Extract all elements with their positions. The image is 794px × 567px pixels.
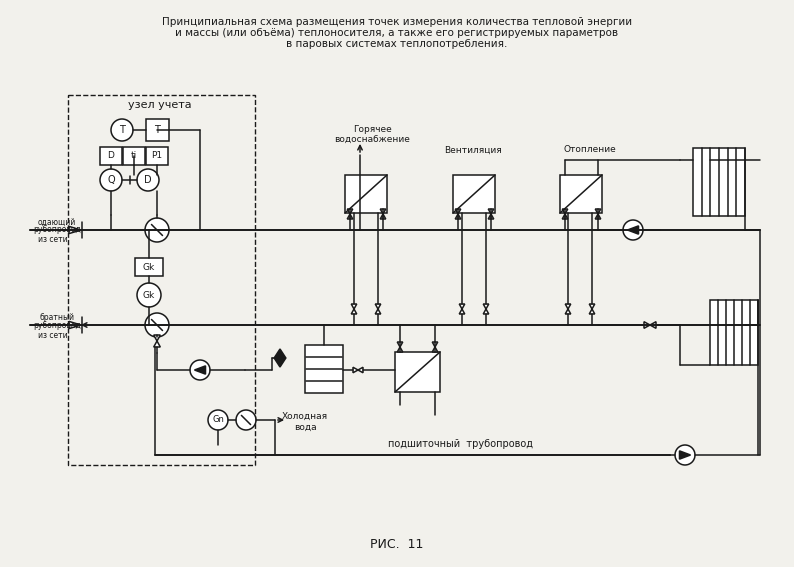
- Text: Gn: Gn: [212, 416, 224, 425]
- Polygon shape: [397, 347, 403, 352]
- Polygon shape: [589, 309, 595, 314]
- Bar: [123, 147, 145, 165]
- Polygon shape: [459, 304, 464, 309]
- Polygon shape: [358, 367, 363, 373]
- Text: D: D: [107, 151, 114, 160]
- Polygon shape: [565, 309, 571, 314]
- Polygon shape: [484, 304, 489, 309]
- Circle shape: [208, 410, 228, 430]
- Bar: [146, 147, 168, 165]
- Polygon shape: [347, 209, 353, 214]
- Polygon shape: [680, 451, 691, 459]
- Polygon shape: [644, 321, 650, 328]
- Bar: [135, 258, 163, 276]
- Circle shape: [190, 360, 210, 380]
- Text: узел учета: узел учета: [128, 100, 192, 110]
- Text: рубопровод: рубопровод: [33, 226, 81, 235]
- Text: одающий: одающий: [38, 218, 76, 226]
- Text: из сети: из сети: [38, 331, 68, 340]
- Circle shape: [145, 313, 169, 337]
- Text: Принципиальная схема размещения точек измерения количества тепловой энергии: Принципиальная схема размещения точек из…: [162, 17, 632, 27]
- Polygon shape: [484, 309, 489, 314]
- Text: подшиточный  трубопровод: подшиточный трубопровод: [387, 439, 533, 449]
- Text: Вентиляция: Вентиляция: [444, 146, 502, 154]
- Bar: [453, 175, 495, 213]
- Text: в паровых системах теплопотребления.: в паровых системах теплопотребления.: [287, 39, 507, 49]
- Polygon shape: [596, 214, 601, 219]
- Bar: [560, 175, 602, 213]
- Text: P1: P1: [152, 151, 163, 160]
- Bar: [710, 300, 758, 365]
- Bar: [68, 95, 255, 465]
- Circle shape: [145, 218, 169, 242]
- Polygon shape: [380, 214, 386, 219]
- Circle shape: [100, 169, 122, 191]
- Text: D: D: [145, 175, 152, 185]
- Bar: [146, 119, 169, 141]
- Circle shape: [137, 283, 161, 307]
- Text: братный: братный: [40, 312, 75, 321]
- Text: Холодная
вода: Холодная вода: [282, 412, 328, 431]
- Polygon shape: [488, 209, 494, 214]
- Polygon shape: [195, 366, 206, 374]
- Polygon shape: [353, 367, 358, 373]
- Circle shape: [137, 169, 159, 191]
- Text: Отопление: Отопление: [564, 146, 616, 154]
- Bar: [345, 175, 387, 213]
- Circle shape: [675, 445, 695, 465]
- Polygon shape: [562, 209, 568, 214]
- Polygon shape: [351, 309, 357, 314]
- Text: Gk: Gk: [143, 263, 155, 272]
- Text: рубопровод: рубопровод: [33, 320, 81, 329]
- Polygon shape: [596, 209, 601, 214]
- Polygon shape: [432, 347, 437, 352]
- Polygon shape: [589, 304, 595, 309]
- Polygon shape: [351, 304, 357, 309]
- Polygon shape: [627, 226, 638, 234]
- Bar: [100, 147, 122, 165]
- Polygon shape: [455, 214, 461, 219]
- Text: Горячее
водоснабжение: Горячее водоснабжение: [334, 125, 410, 145]
- Text: РИС.  11: РИС. 11: [370, 539, 424, 552]
- Polygon shape: [69, 321, 81, 329]
- Text: T: T: [119, 125, 125, 135]
- Bar: [395, 352, 440, 392]
- Text: Q: Q: [107, 175, 115, 185]
- Polygon shape: [274, 349, 286, 367]
- Polygon shape: [376, 309, 381, 314]
- Polygon shape: [455, 209, 461, 214]
- Text: ti: ti: [131, 151, 137, 160]
- Polygon shape: [562, 214, 568, 219]
- Circle shape: [236, 410, 256, 430]
- Circle shape: [623, 220, 643, 240]
- Polygon shape: [376, 304, 381, 309]
- Polygon shape: [459, 309, 464, 314]
- Polygon shape: [380, 209, 386, 214]
- Bar: [305, 345, 343, 393]
- Polygon shape: [488, 214, 494, 219]
- Text: T: T: [154, 125, 160, 135]
- Polygon shape: [154, 335, 160, 341]
- Text: Gk: Gk: [143, 290, 155, 299]
- Polygon shape: [650, 321, 656, 328]
- Polygon shape: [397, 342, 403, 347]
- Text: из сети: из сети: [38, 235, 68, 244]
- Bar: [693, 148, 745, 216]
- Polygon shape: [432, 342, 437, 347]
- Text: и массы (или объёма) теплоносителя, а также его регистрируемых параметров: и массы (или объёма) теплоносителя, а та…: [175, 28, 619, 38]
- Polygon shape: [154, 341, 160, 347]
- Polygon shape: [565, 304, 571, 309]
- Polygon shape: [347, 214, 353, 219]
- Circle shape: [111, 119, 133, 141]
- Polygon shape: [69, 226, 81, 234]
